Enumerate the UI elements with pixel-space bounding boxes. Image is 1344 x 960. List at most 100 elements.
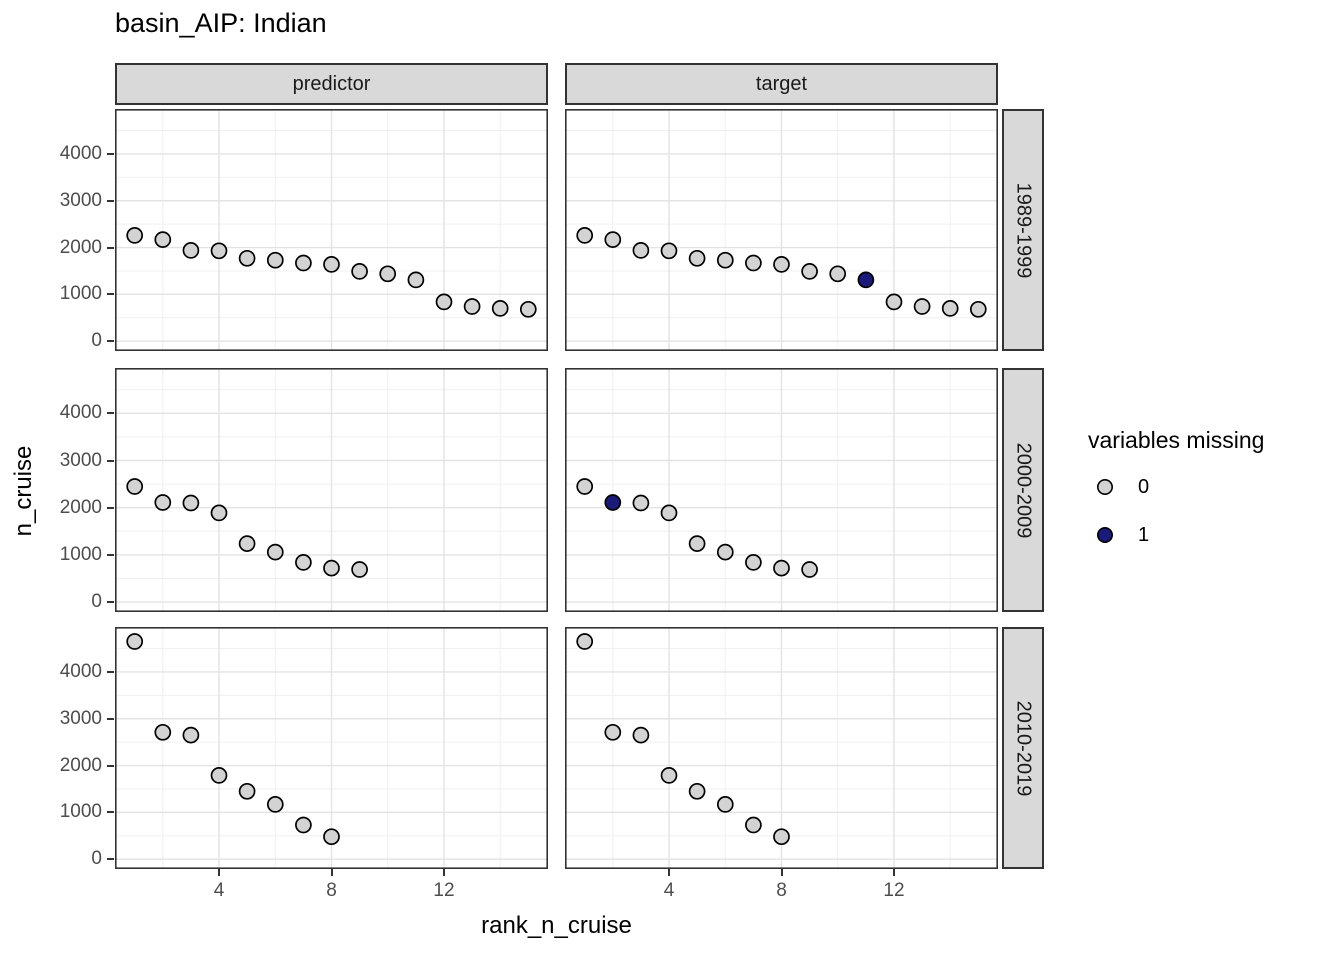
data-point <box>210 767 228 784</box>
facet-col-strip-predictor: predictor <box>115 63 548 105</box>
legend: variables missing 0 1 <box>1088 426 1338 548</box>
data-point <box>266 796 284 813</box>
data-point <box>941 300 959 317</box>
facet-row-strip-2000-2009: 2000-2009 <box>1002 368 1044 612</box>
y-tick-label: 2000 <box>59 236 102 258</box>
data-point <box>210 504 228 522</box>
data-point <box>266 543 284 561</box>
data-point <box>660 504 678 522</box>
panel-border <box>565 627 998 869</box>
data-point <box>688 535 706 552</box>
data-point <box>969 300 987 318</box>
y-tick-mark <box>107 459 114 462</box>
data-point <box>604 231 622 248</box>
facet-row-strip-label: 1989-1999 <box>1012 182 1035 278</box>
data-point <box>323 256 340 273</box>
data-point <box>182 726 200 744</box>
data-point <box>463 298 481 315</box>
data-point <box>295 554 312 571</box>
legend-key-gray-dot <box>1097 479 1113 495</box>
data-point <box>716 796 734 813</box>
data-point <box>351 263 368 280</box>
y-tick-label: 0 <box>91 848 102 870</box>
data-point <box>688 249 706 267</box>
data-point <box>210 242 228 260</box>
data-point <box>379 265 397 283</box>
facet-col-strip-target: target <box>565 63 998 105</box>
x-tick-label: 4 <box>663 880 675 901</box>
panel-target-1989-1999 <box>565 109 998 351</box>
data-point <box>688 782 706 800</box>
data-point <box>238 535 256 552</box>
facet-col-strip-label: target <box>755 72 808 95</box>
data-point <box>576 227 594 244</box>
data-point <box>745 554 762 571</box>
y-tick-label: 4000 <box>59 402 102 424</box>
y-tick-mark <box>107 412 114 415</box>
data-point <box>773 559 790 577</box>
y-tick-mark <box>107 199 114 202</box>
y-tick-label: 3000 <box>59 189 102 211</box>
x-tick-mark <box>443 869 445 876</box>
legend-item-label: 0 <box>1138 475 1150 498</box>
data-point <box>238 782 256 800</box>
data-point <box>716 251 734 269</box>
data-point <box>323 828 340 846</box>
x-tick-label: 8 <box>326 880 337 901</box>
y-tick-label: 0 <box>91 591 102 613</box>
data-point <box>604 723 622 741</box>
x-tick-label: 8 <box>776 880 787 901</box>
x-tick-mark <box>330 869 333 876</box>
x-tick-mark <box>780 869 783 876</box>
data-point <box>716 543 734 561</box>
y-tick-label: 4000 <box>59 142 102 164</box>
panel-predictor-2010-2019 <box>115 627 548 869</box>
data-point <box>604 494 622 511</box>
data-point <box>745 816 762 834</box>
legend-key-circle-navy <box>1097 527 1113 543</box>
data-point <box>126 227 144 244</box>
y-tick-label: 2000 <box>59 754 102 776</box>
x-tick-mark <box>218 869 220 876</box>
facet-row-strip-1989-1999: 1989-1999 <box>1002 109 1044 351</box>
y-tick-label: 1000 <box>59 283 102 305</box>
y-tick-mark <box>107 506 114 509</box>
legend-title: variables missing <box>1088 427 1265 453</box>
y-tick-mark <box>107 858 114 861</box>
data-point <box>632 726 650 744</box>
panel-border <box>565 109 998 351</box>
data-point <box>885 293 903 311</box>
legend-key-circle-gray <box>1097 479 1113 495</box>
legend-item-label: 1 <box>1138 523 1150 546</box>
y-tick-label: 1000 <box>59 543 102 565</box>
data-point <box>519 300 537 318</box>
data-point <box>182 242 200 259</box>
y-axis-title: n_cruise <box>10 445 37 537</box>
y-tick-label: 0 <box>91 330 102 352</box>
facet-col-strip-label: predictor <box>292 72 371 95</box>
data-point <box>154 231 172 248</box>
y-tick-mark <box>107 670 114 673</box>
data-point <box>182 494 200 512</box>
panel-border <box>115 627 548 869</box>
data-point <box>154 723 172 741</box>
panel-predictor-1989-1999 <box>115 109 548 351</box>
y-tick-mark <box>107 601 114 604</box>
data-point <box>351 561 368 578</box>
y-tick-label: 3000 <box>59 707 102 729</box>
legend-key-navy-dot <box>1097 527 1113 543</box>
data-point <box>126 633 144 650</box>
data-point <box>745 254 762 272</box>
data-point <box>660 767 678 784</box>
data-point <box>126 478 144 495</box>
data-point <box>323 559 340 577</box>
data-point <box>154 494 172 511</box>
legend-item-0: 0 <box>1088 474 1338 500</box>
data-point <box>857 271 875 289</box>
x-tick-mark <box>893 869 895 876</box>
data-point <box>238 249 256 267</box>
y-tick-mark <box>107 293 114 296</box>
x-tick-label: 12 <box>433 880 455 901</box>
data-point <box>491 300 509 317</box>
